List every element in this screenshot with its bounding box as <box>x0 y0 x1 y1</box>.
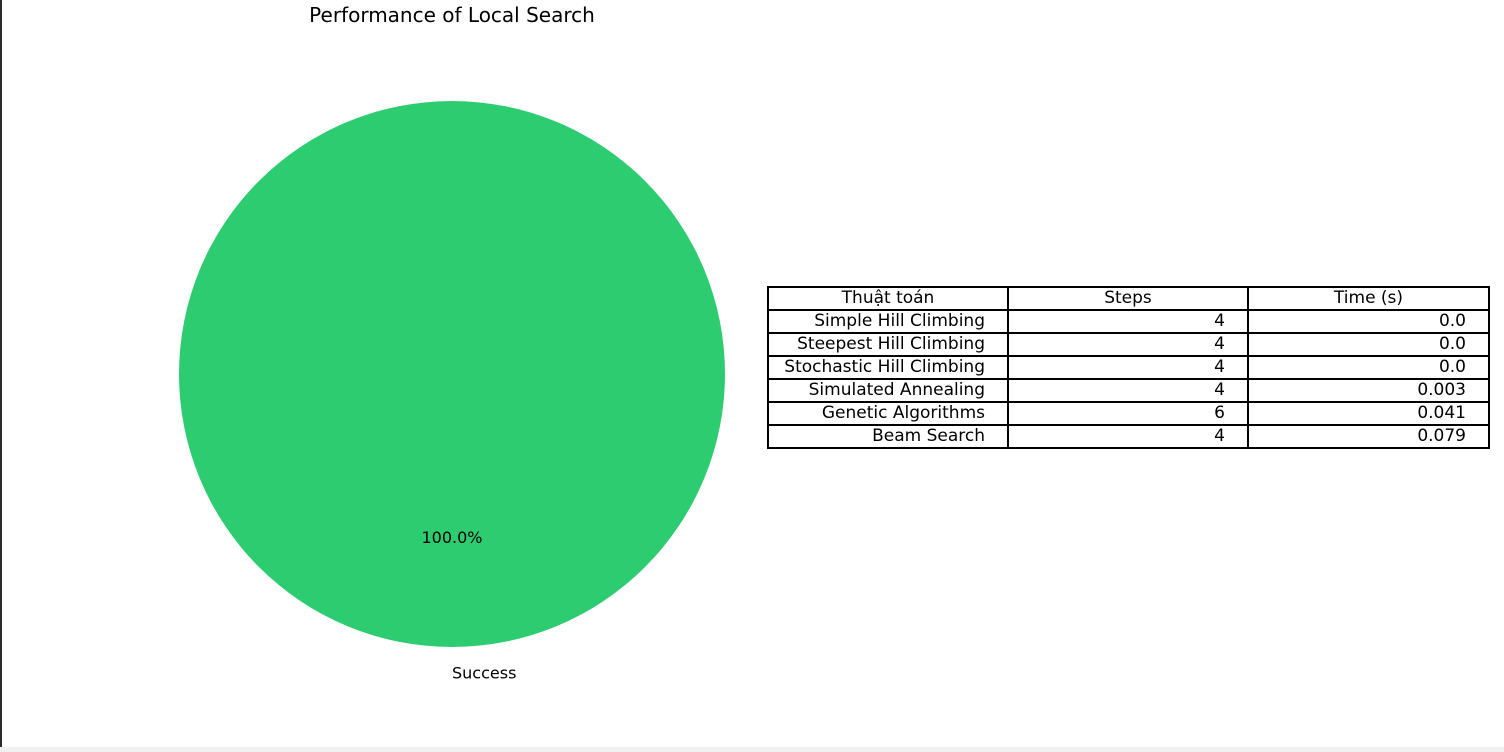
algorithm-cell: Genetic Algorithms <box>768 402 1008 425</box>
time-cell: 0.0 <box>1248 310 1489 333</box>
steps-cell: 4 <box>1008 310 1248 333</box>
table-row: Genetic Algorithms 6 0.041 <box>768 402 1489 425</box>
table-row: Beam Search 4 0.079 <box>768 425 1489 448</box>
steps-cell: 4 <box>1008 356 1248 379</box>
algorithm-cell: Stochastic Hill Climbing <box>768 356 1008 379</box>
pie-percentage-label: 100.0% <box>421 528 482 547</box>
algorithm-cell: Simulated Annealing <box>768 379 1008 402</box>
column-header-steps: Steps <box>1008 287 1248 310</box>
table-row: Simple Hill Climbing 4 0.0 <box>768 310 1489 333</box>
algorithm-cell: Beam Search <box>768 425 1008 448</box>
column-header-time: Time (s) <box>1248 287 1489 310</box>
pie-slice-success <box>179 101 725 647</box>
steps-cell: 6 <box>1008 402 1248 425</box>
pie-chart: 100.0% Success <box>0 0 760 752</box>
time-cell: 0.0 <box>1248 333 1489 356</box>
table-row: Steepest Hill Climbing 4 0.0 <box>768 333 1489 356</box>
table-row: Stochastic Hill Climbing 4 0.0 <box>768 356 1489 379</box>
column-header-algorithm: Thuật toán <box>768 287 1008 310</box>
table-row: Simulated Annealing 4 0.003 <box>768 379 1489 402</box>
time-cell: 0.041 <box>1248 402 1489 425</box>
steps-cell: 4 <box>1008 425 1248 448</box>
results-table: Thuật toán Steps Time (s) Simple Hill Cl… <box>767 286 1490 449</box>
steps-cell: 4 <box>1008 333 1248 356</box>
time-cell: 0.079 <box>1248 425 1489 448</box>
pie-category-label: Success <box>452 663 516 682</box>
time-cell: 0.003 <box>1248 379 1489 402</box>
time-cell: 0.0 <box>1248 356 1489 379</box>
table-header-row: Thuật toán Steps Time (s) <box>768 287 1489 310</box>
algorithm-cell: Steepest Hill Climbing <box>768 333 1008 356</box>
steps-cell: 4 <box>1008 379 1248 402</box>
algorithm-cell: Simple Hill Climbing <box>768 310 1008 333</box>
